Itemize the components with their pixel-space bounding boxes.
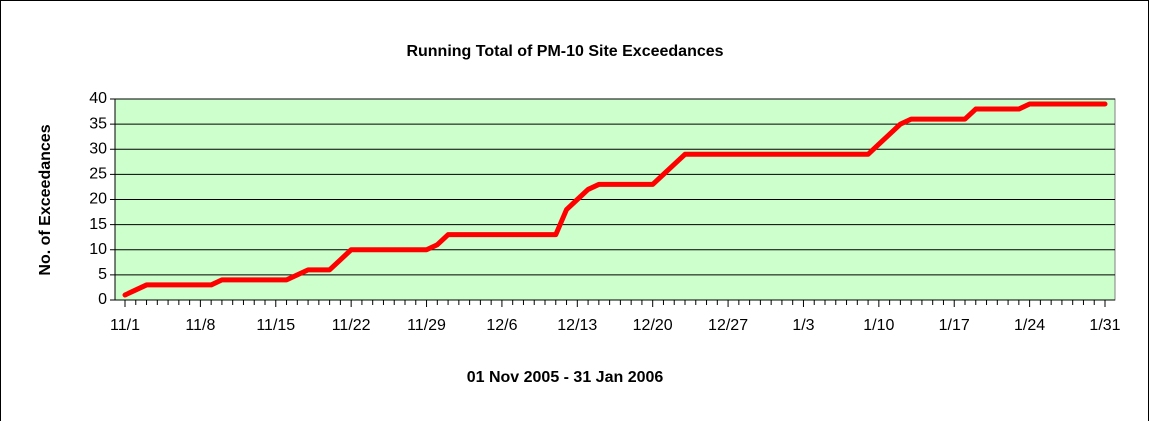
x-tick-label: 1/10 [863, 317, 894, 334]
x-tick-label: 12/13 [557, 317, 597, 334]
y-tick-label: 25 [89, 166, 107, 183]
y-tick-label: 15 [89, 216, 107, 233]
y-tick-label: 40 [89, 90, 107, 107]
y-axis-title: No. of Exceedances [37, 124, 54, 275]
y-tick-label: 35 [89, 115, 107, 132]
x-tick-label: 12/27 [708, 317, 748, 334]
x-tick-label: 12/20 [633, 317, 673, 334]
x-tick-label: 11/15 [256, 317, 295, 334]
x-tick-label: 11/1 [110, 317, 140, 334]
x-tick-label: 11/8 [185, 317, 215, 334]
y-tick-label: 0 [98, 291, 107, 308]
x-tick-label: 1/24 [1014, 317, 1045, 334]
y-tick-label: 30 [89, 140, 107, 157]
y-tick-label: 20 [89, 191, 107, 208]
x-tick-label: 11/29 [407, 317, 446, 334]
chart-title: Running Total of PM-10 Site Exceedances [406, 43, 723, 60]
y-tick-label: 5 [98, 266, 107, 283]
x-tick-label: 1/3 [792, 317, 814, 334]
x-tick-label: 11/22 [332, 317, 371, 334]
x-tick-label: 12/6 [486, 317, 517, 334]
data-line [122, 101, 1108, 298]
y-tick-label: 10 [89, 241, 107, 258]
x-tick-label: 1/17 [939, 317, 970, 334]
x-axis-title: 01 Nov 2005 - 31 Jan 2006 [467, 369, 664, 386]
x-tick-label: 1/31 [1089, 317, 1120, 334]
